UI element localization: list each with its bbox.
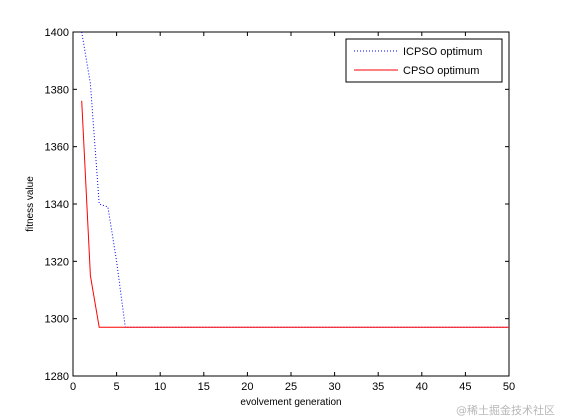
watermark-text: @稀土掘金技术社区 (456, 404, 555, 417)
legend-box (345, 38, 503, 83)
y-tick-label: 1320 (45, 256, 69, 268)
x-tick-label: 40 (416, 381, 428, 393)
y-tick-label: 1300 (45, 314, 69, 326)
x-tick-label: 30 (328, 381, 340, 393)
y-tick-label: 1380 (45, 84, 69, 96)
y-tick-label: 1340 (45, 199, 69, 211)
x-axis-label: evolvement generation (240, 397, 341, 408)
x-tick-label: 50 (503, 381, 515, 393)
x-tick-label: 5 (114, 381, 120, 393)
y-tick-label: 1280 (45, 371, 69, 383)
x-tick-label: 25 (285, 381, 297, 393)
x-tick-label: 35 (372, 381, 384, 393)
series-line-cpso (81, 100, 509, 328)
y-axis-label: fitness value (25, 176, 36, 232)
x-tick-label: 15 (198, 381, 210, 393)
legend: ICPSO optimum CPSO optimum (345, 38, 503, 83)
legend-label-cpso: CPSO optimum (403, 65, 479, 77)
y-tick-label: 1400 (45, 27, 69, 39)
plot-area (72, 31, 510, 377)
x-tick-label: 0 (70, 381, 76, 393)
x-tick-label: 45 (459, 381, 471, 393)
y-tick-label: 1360 (45, 142, 69, 154)
x-tick-label: 20 (241, 381, 253, 393)
y-axis: 1280 1300 1320 1340 1360 1380 1400 (45, 27, 509, 383)
series-layer (81, 31, 509, 328)
x-tick-label: 10 (154, 381, 166, 393)
x-axis: 0 5 10 15 20 25 30 35 40 45 50 (70, 32, 515, 393)
legend-label-icpso: ICPSO optimum (403, 46, 482, 58)
